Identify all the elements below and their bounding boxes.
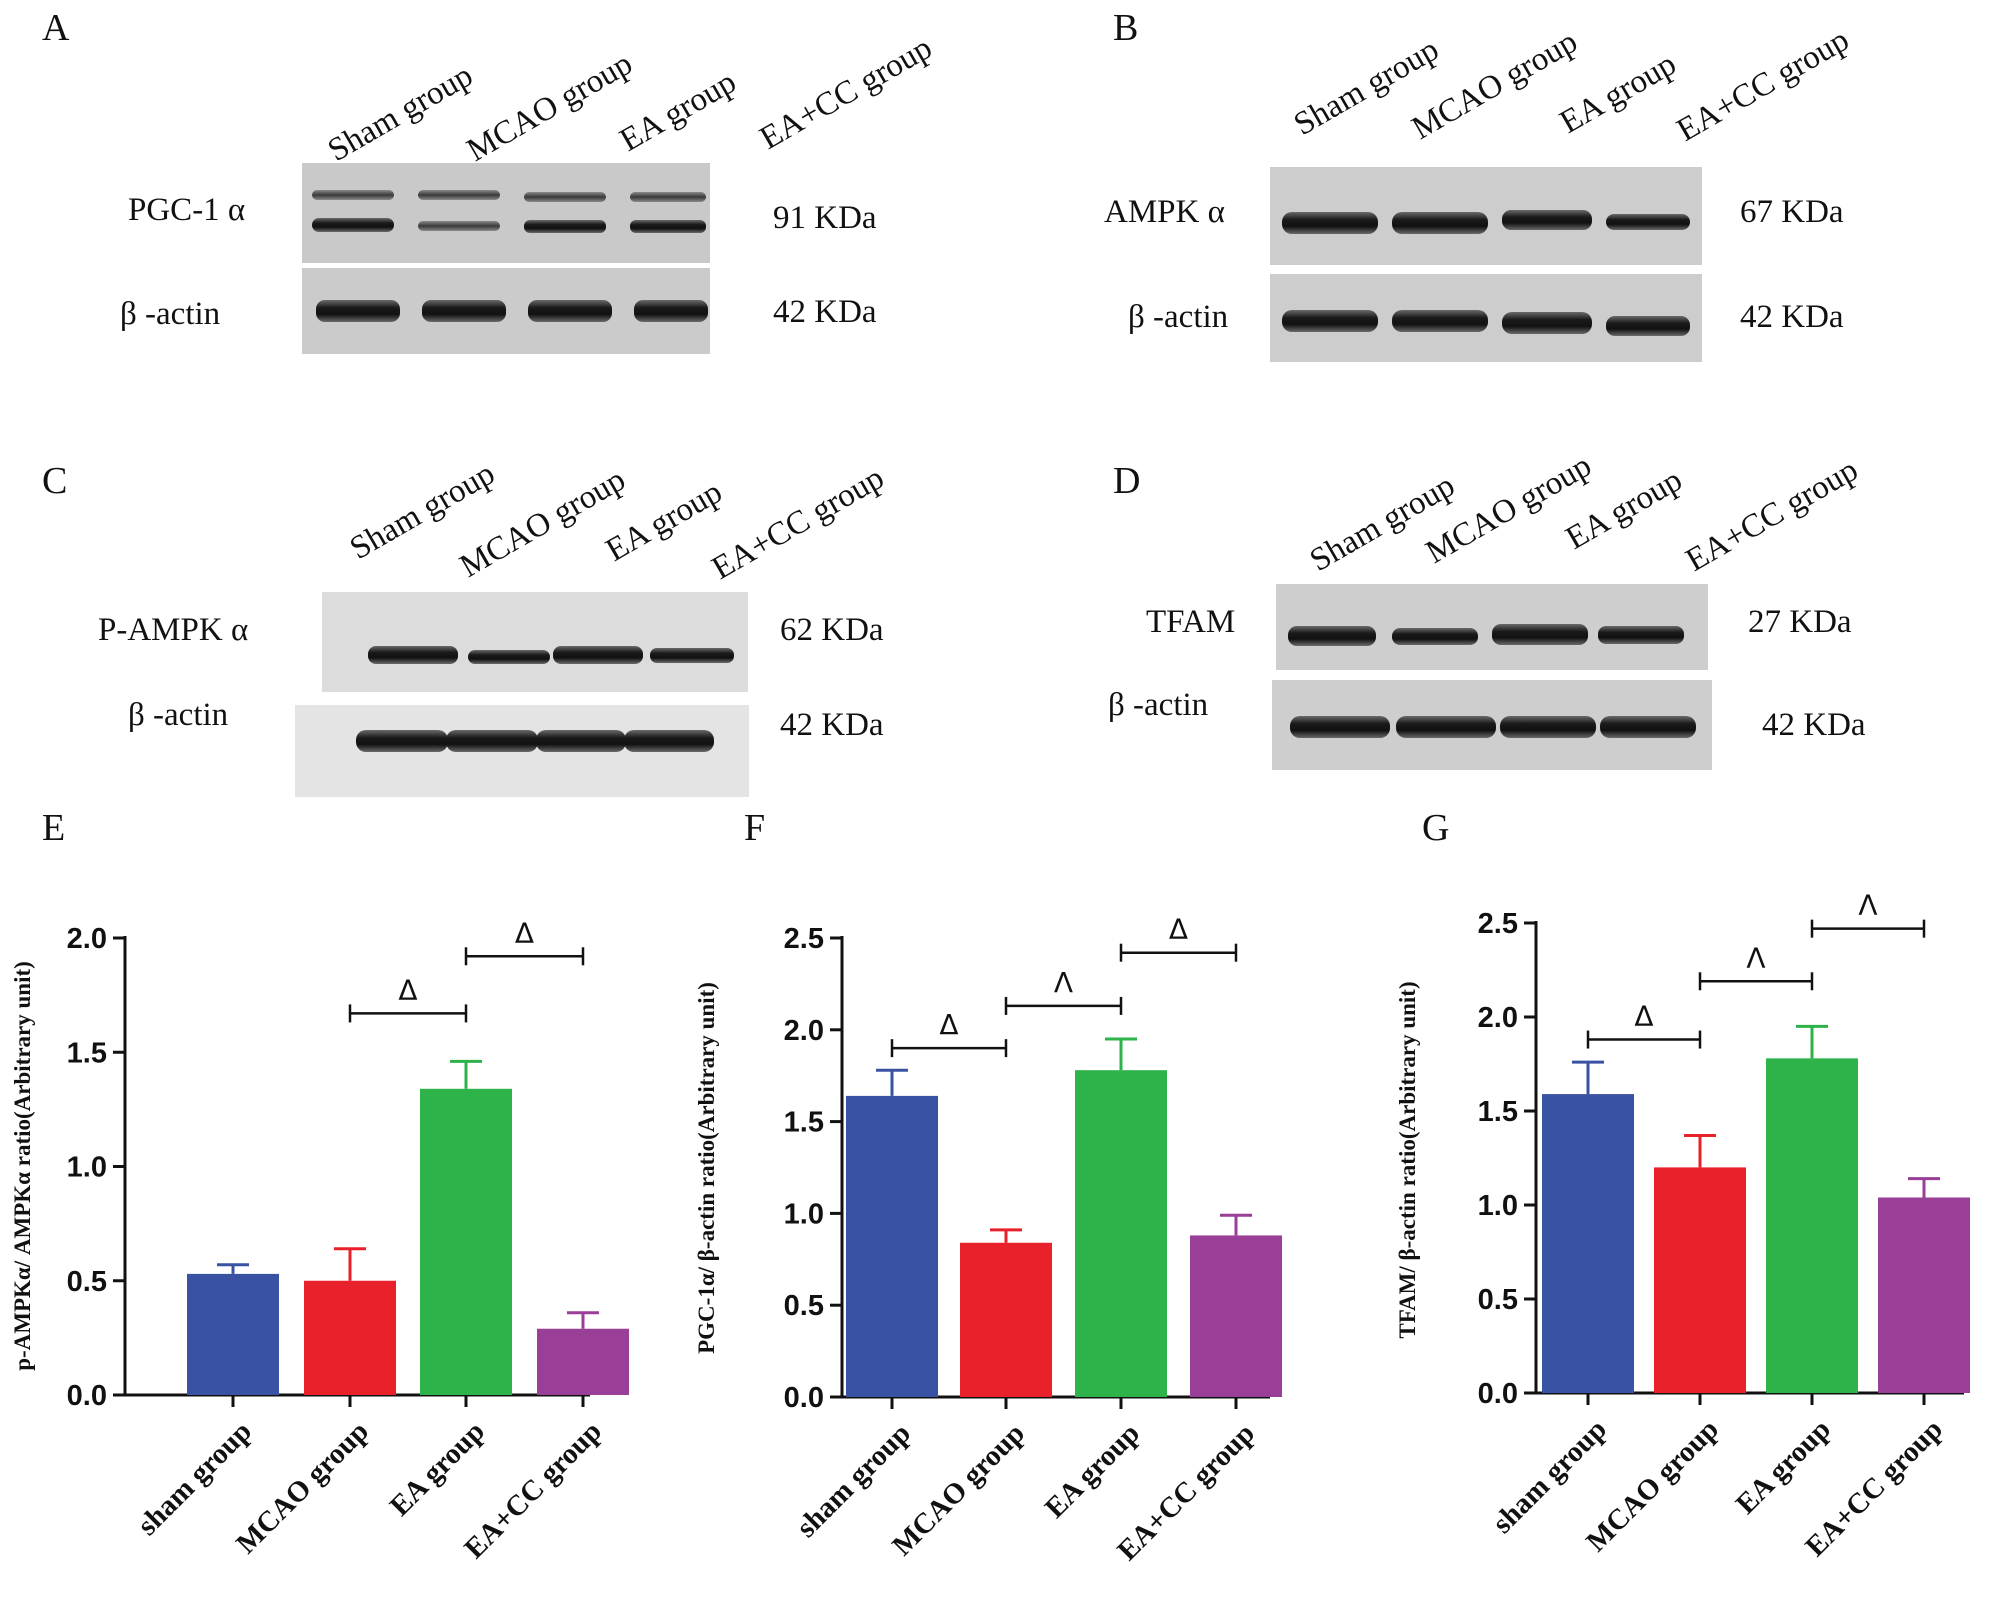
- bar: [1190, 1235, 1282, 1397]
- bar: [304, 1280, 396, 1395]
- y-tick-label: 1.5: [784, 1107, 824, 1139]
- y-tick-label: 0.5: [67, 1266, 107, 1298]
- blot-bands: [1290, 716, 1696, 738]
- x-tick-label: EA group: [1730, 1413, 1837, 1520]
- panel-label-e: E: [42, 807, 65, 849]
- blot-membrane: [322, 592, 748, 692]
- kda-label: 42 KDa: [1762, 707, 1866, 743]
- blot-bands: [1288, 624, 1684, 646]
- significance-marker: Δ: [515, 916, 534, 949]
- lane-label: MCAO group: [461, 46, 639, 169]
- protein-label: β -actin: [120, 296, 220, 332]
- blot-bands: [312, 190, 706, 233]
- y-tick-label: 2.0: [784, 1015, 824, 1047]
- blot-bands: [356, 730, 714, 752]
- x-tick-label: EA group: [1039, 1417, 1146, 1524]
- lane-label: EA+CC group: [706, 460, 890, 587]
- kda-label: 42 KDa: [1740, 299, 1844, 335]
- panel-label-f: F: [744, 807, 765, 849]
- y-tick-label: 1.0: [67, 1152, 107, 1184]
- panel-label-b: B: [1113, 7, 1138, 49]
- kda-label: 91 KDa: [773, 200, 877, 236]
- blot-panel-b: B Sham group MCAO group EA group EA+CC g…: [1104, 7, 1855, 362]
- y-tick-label: 2.0: [67, 923, 107, 955]
- x-tick-label: sham group: [131, 1415, 258, 1542]
- x-tick-label: sham group: [790, 1417, 917, 1544]
- blot-bands: [316, 300, 708, 322]
- protein-label: PGC-1 α: [128, 192, 245, 228]
- protein-label: TFAM: [1146, 604, 1235, 640]
- protein-label: AMPK α: [1104, 194, 1225, 230]
- significance-marker: Λ: [1858, 889, 1877, 922]
- protein-label: P-AMPK α: [98, 612, 248, 648]
- y-tick-label: 1.5: [67, 1037, 107, 1069]
- y-tick-label: 2.5: [784, 923, 824, 955]
- significance-marker: Λ: [1746, 941, 1765, 974]
- panel-label-g: G: [1422, 807, 1449, 849]
- lane-label: Sham group: [322, 58, 479, 169]
- y-tick-label: 1.0: [784, 1198, 824, 1230]
- bar-chart-e: 0.0 0.5 1.0 1.5 2.0 p-AMPKα/ AMPKα ratio(Arbi…: [10, 916, 629, 1565]
- bar: [1075, 1070, 1167, 1397]
- bar: [846, 1095, 938, 1397]
- y-axis-label: TFAM/ β-actin ratio(Arbitrary unit): [1395, 981, 1420, 1338]
- blot-bands: [368, 646, 734, 664]
- protein-label: β -actin: [128, 697, 228, 733]
- y-tick-label: 0.0: [67, 1380, 107, 1412]
- y-tick-label: 1.0: [1478, 1190, 1518, 1222]
- blot-membrane: [302, 163, 710, 263]
- protein-label: β -actin: [1128, 299, 1228, 335]
- y-tick-label: 2.0: [1478, 1002, 1518, 1034]
- kda-label: 27 KDa: [1748, 604, 1852, 640]
- significance-marker: Δ: [398, 973, 417, 1006]
- bar: [1878, 1197, 1970, 1393]
- bar-chart-f: 0.0 0.5 1.0 1.5 2.0 2.5 PGC-1α/ β-actin ratio(…: [694, 913, 1282, 1567]
- y-tick-label: 0.5: [784, 1290, 824, 1322]
- y-tick-label: 1.5: [1478, 1096, 1518, 1128]
- panel-label-d: D: [1113, 460, 1140, 502]
- bar: [1542, 1094, 1634, 1393]
- panel-label-c: C: [42, 460, 67, 502]
- bar: [1654, 1167, 1746, 1393]
- y-axis-label: PGC-1α/ β-actin ratio(Arbitrary unit): [694, 982, 719, 1354]
- bar: [537, 1328, 629, 1395]
- bar-chart-g: 0.0 0.5 1.0 1.5 2.0 2.5 TFAM/ β-actin ratio(Ar…: [1395, 889, 1970, 1563]
- panel-label-a: A: [42, 7, 70, 49]
- y-tick-label: 0.5: [1478, 1284, 1518, 1316]
- blot-panel-d: D Sham group MCAO group EA group EA+CC g…: [1108, 448, 1866, 770]
- y-tick-label: 2.5: [1478, 908, 1518, 940]
- blot-bands: [1282, 310, 1690, 336]
- significance-marker: Δ: [1634, 1000, 1653, 1033]
- kda-label: 42 KDa: [773, 294, 877, 330]
- kda-label: 42 KDa: [780, 707, 884, 743]
- blot-panel-c: C Sham group MCAO group EA group EA+CC g…: [42, 456, 890, 797]
- blot-bands: [1282, 210, 1690, 234]
- significance-marker: Λ: [1054, 966, 1073, 999]
- kda-label: 67 KDa: [1740, 194, 1844, 230]
- kda-label: 62 KDa: [780, 612, 884, 648]
- y-tick-label: 0.0: [784, 1382, 824, 1414]
- bar: [420, 1088, 512, 1395]
- bar: [187, 1273, 279, 1395]
- blot-panel-a: A Sham group MCAO group EA group EA+CC g…: [42, 7, 938, 354]
- y-axis-label: p-AMPKα/ AMPKα ratio(Arbitrary unit): [10, 961, 35, 1371]
- significance-marker: Δ: [939, 1008, 958, 1041]
- protein-label: β -actin: [1108, 687, 1208, 723]
- bar: [960, 1242, 1052, 1397]
- y-tick-label: 0.0: [1478, 1378, 1518, 1410]
- lane-label: EA+CC group: [1680, 452, 1864, 579]
- lane-label: MCAO group: [1420, 448, 1598, 571]
- lane-label: EA+CC group: [754, 30, 938, 157]
- bar: [1766, 1058, 1858, 1393]
- lane-label: EA+CC group: [1671, 22, 1855, 149]
- significance-marker: Δ: [1169, 913, 1188, 946]
- x-tick-label: EA group: [384, 1415, 491, 1522]
